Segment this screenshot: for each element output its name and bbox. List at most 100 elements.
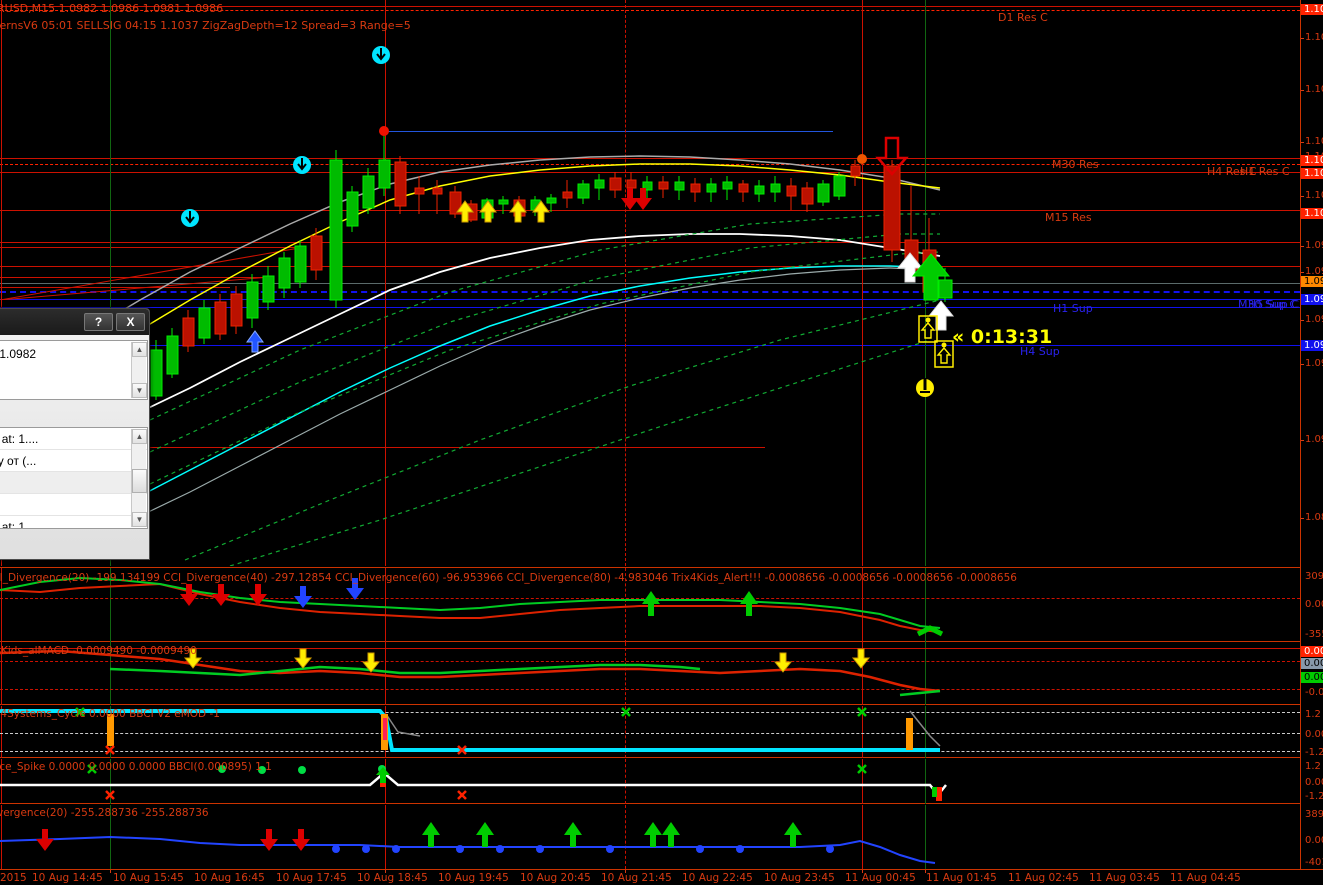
- level-label-h1-sup: H1 Sup: [1053, 302, 1093, 315]
- level-label-h5-sup-c: H5 Sup C: [1248, 298, 1299, 311]
- time-tick-7: 10 Aug 20:45: [520, 872, 591, 884]
- price-tick-5: 1.10: [1305, 190, 1323, 201]
- pane-label-price-spike: Price_Spike 0.0000 0.0000 0.0000 BBCI(0.…: [0, 761, 272, 773]
- list-item[interactable]: on: EURUSD , at: 1....: [0, 428, 147, 450]
- list-item[interactable]: on: EURUSD , at: 1: [0, 516, 147, 528]
- level-label-h1-res-c: H1 Res C: [1240, 165, 1290, 178]
- pane-cci-divergence[interactable]: CCI_Divergence(20) -199.134199 CCI_Diver…: [0, 567, 1323, 643]
- close-button[interactable]: X: [116, 313, 145, 331]
- alert-dialog[interactable]: ? X EURUSD , at: 1.0982 ▲ ▼ on: EURUSD ,…: [0, 308, 150, 560]
- sr-segment-2: [0, 277, 265, 278]
- time-tick-0: 2015: [0, 872, 27, 884]
- scale-macd-4: -0.0: [1305, 687, 1323, 698]
- buy-arrow-icon: [456, 200, 550, 223]
- pane-macd[interactable]: Trix4Kids_alMACD -0.0009490 -0.0009490: [0, 643, 1323, 705]
- price-axis[interactable]: 1.10 1.10 1.10 1.10 1.10 1.10 1.10 1.10 …: [1300, 0, 1323, 869]
- alert-message-field[interactable]: EURUSD , at: 1.0982 ▲ ▼: [0, 340, 148, 400]
- level-line-m15-res: [0, 210, 1300, 211]
- price-tag-m30-res: 1.10: [1301, 155, 1323, 166]
- scale-div-high: 389.: [1305, 809, 1323, 820]
- list-item[interactable]: нал на покупку от (...: [0, 450, 147, 472]
- level-line-h4-sup: [0, 345, 1300, 346]
- level-line-h1-sup: [0, 299, 1300, 300]
- grid-vline-2: [862, 0, 863, 566]
- pane-price-spike[interactable]: Price_Spike 0.0000 0.0000 0.0000 BBCI(0.…: [0, 759, 1323, 804]
- scroll-down-icon[interactable]: ▼: [132, 383, 147, 398]
- level-line-gray: [0, 283, 1300, 284]
- level-label-d1-res-c: D1 Res C: [998, 11, 1048, 24]
- alert-message-text: EURUSD , at: 1.0982: [0, 347, 37, 361]
- boxed-buy-marker-icon: [918, 315, 954, 368]
- level-label-h4-sup: H4 Sup: [1020, 345, 1060, 358]
- level-line-sup-dashed: [0, 291, 1300, 293]
- grid-vline-dashed: [625, 0, 626, 566]
- scale-cci-zero: 0.00: [1305, 599, 1323, 610]
- level-line-d1-res-c-dashed: [0, 10, 1300, 11]
- time-tick-1: 10 Aug 14:45: [32, 872, 103, 884]
- level-line-m30-sup: [0, 307, 1300, 308]
- level-line-m30-res: [0, 158, 1300, 159]
- level-label-h4-res-c: H4 Res C: [1207, 165, 1257, 178]
- dialog-titlebar[interactable]: ? X: [0, 309, 149, 335]
- scrollbar-thumb[interactable]: [132, 469, 147, 493]
- zigzag-top-dot-2: [857, 154, 867, 164]
- scale-cci-low: -355: [1305, 629, 1323, 640]
- grid-vline-green-1: [110, 0, 111, 566]
- time-tick-9: 10 Aug 22:45: [682, 872, 753, 884]
- price-tick-3: 1.10: [1305, 136, 1323, 147]
- sr-segment-4: [190, 247, 305, 248]
- list-item[interactable]: [0, 472, 147, 494]
- sr-segment-3: [0, 287, 230, 288]
- scale-macd-2: 0.00: [1301, 658, 1323, 669]
- t4systems-cycle-series: [0, 707, 941, 755]
- level-label-m30-sup-c: M30 Sup C: [1238, 298, 1298, 311]
- price-tag-bid: 1.09: [1301, 276, 1323, 287]
- level-line-aux-2: [0, 266, 1300, 267]
- price-tag-h4-res: 1.10: [1301, 168, 1323, 179]
- cci-divergence-series: [0, 576, 944, 637]
- scale-spike-zero: 0.00: [1305, 777, 1323, 788]
- zigzag-top-dot: [379, 126, 389, 136]
- time-tick-8: 10 Aug 21:45: [601, 872, 672, 884]
- time-tick-14: 11 Aug 03:45: [1089, 872, 1160, 884]
- chart-subtitle: PatternsV6 05:01 SELLSIG 04:15 1.1037 Zi…: [0, 19, 411, 32]
- pane-t4systems-cycle[interactable]: T4Systems_Cycle 0.0000 BBCI V2 eMOD -1: [0, 706, 1323, 758]
- pane-label-macd: Trix4Kids_alMACD -0.0009490 -0.0009490: [0, 645, 197, 657]
- pane-label-divergence: Divergence(20) -255.288736 -255.288736: [0, 807, 209, 819]
- alert-history-list[interactable]: on: EURUSD , at: 1.... нал на покупку от…: [0, 427, 148, 529]
- blue-level-segment: [383, 131, 833, 132]
- price-spike-series: [0, 764, 947, 801]
- price-tag-m15-res: 1.10: [1301, 208, 1323, 219]
- signal-markers[interactable]: [0, 0, 1300, 566]
- divergence-series: [0, 822, 936, 864]
- time-tick-10: 10 Aug 23:45: [764, 872, 835, 884]
- list-item[interactable]: [0, 494, 147, 516]
- price-tick-10: 1.09: [1305, 434, 1323, 445]
- time-tick-2: 10 Aug 15:45: [113, 872, 184, 884]
- price-tick-6: 1.09: [1305, 240, 1323, 251]
- scale-macd-1: 0.00: [1301, 646, 1323, 657]
- time-tick-4: 10 Aug 17:45: [276, 872, 347, 884]
- scale-div-low: -401: [1305, 857, 1323, 868]
- scroll-up-icon[interactable]: ▲: [132, 429, 147, 444]
- scale-cycle-high: 1.2: [1305, 709, 1321, 720]
- price-tick-7: 1.09: [1305, 266, 1323, 277]
- main-price-pane[interactable]: EURUSD,M15 1.0982 1.0986 1.0981 1.0986 P…: [0, 0, 1300, 566]
- price-tag-h1-sup: 1.09: [1301, 294, 1323, 305]
- message-scrollbar[interactable]: ▲ ▼: [131, 342, 147, 398]
- grid-vline-0: [1, 0, 2, 566]
- time-axis[interactable]: 2015 10 Aug 14:45 10 Aug 15:45 10 Aug 16…: [0, 869, 1323, 885]
- scroll-down-icon[interactable]: ▼: [132, 512, 147, 527]
- scroll-up-icon[interactable]: ▲: [132, 342, 147, 357]
- price-tag-h4-sup: 1.09: [1301, 340, 1323, 351]
- level-line-h1-res: [0, 172, 1300, 173]
- price-tick-1: 1.10: [1305, 32, 1323, 43]
- list-scrollbar[interactable]: ▲ ▼: [131, 429, 147, 527]
- scale-cci-high: 309.: [1305, 571, 1323, 582]
- price-tick-8: 1.09: [1305, 314, 1323, 325]
- pane-label-t4systems-cycle: T4Systems_Cycle 0.0000 BBCI V2 eMOD -1: [0, 708, 220, 720]
- time-tick-11: 11 Aug 00:45: [845, 872, 916, 884]
- help-button[interactable]: ?: [84, 313, 113, 331]
- pane-divergence[interactable]: Divergence(20) -255.288736 -255.288736: [0, 805, 1323, 869]
